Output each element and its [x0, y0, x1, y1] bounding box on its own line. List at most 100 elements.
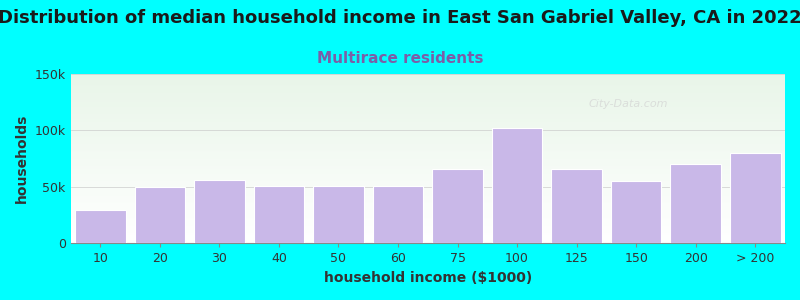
Bar: [70, 213, 785, 214]
Bar: [70, 93, 785, 94]
Bar: [70, 215, 785, 216]
Bar: [70, 209, 785, 210]
Bar: [70, 192, 785, 193]
Bar: [70, 217, 785, 218]
Bar: [70, 236, 785, 237]
Bar: [70, 197, 785, 198]
Bar: [70, 115, 785, 116]
Bar: [70, 148, 785, 149]
Bar: [70, 86, 785, 87]
Bar: [70, 208, 785, 209]
Bar: [70, 104, 785, 105]
X-axis label: household income ($1000): household income ($1000): [324, 271, 532, 285]
Bar: [70, 214, 785, 215]
Bar: [70, 76, 785, 77]
Bar: [70, 225, 785, 226]
Bar: [70, 133, 785, 134]
Bar: [70, 170, 785, 171]
Bar: [70, 118, 785, 119]
Bar: [70, 212, 785, 213]
Bar: [70, 95, 785, 96]
Bar: [70, 88, 785, 89]
Bar: [70, 231, 785, 232]
Bar: [70, 227, 785, 228]
Bar: [134, 187, 185, 243]
Bar: [70, 90, 785, 91]
Bar: [70, 87, 785, 88]
Bar: [70, 142, 785, 143]
Bar: [70, 239, 785, 240]
Bar: [70, 211, 785, 212]
Bar: [70, 113, 785, 114]
Bar: [70, 203, 785, 204]
Bar: [70, 150, 785, 151]
Bar: [70, 168, 785, 169]
Bar: [70, 99, 785, 100]
Bar: [70, 242, 785, 243]
Bar: [70, 109, 785, 110]
Bar: [70, 102, 785, 103]
Bar: [70, 155, 785, 156]
Bar: [70, 138, 785, 139]
Bar: [70, 78, 785, 79]
Bar: [70, 75, 785, 76]
Bar: [70, 196, 785, 197]
Bar: [70, 230, 785, 231]
Bar: [70, 204, 785, 205]
Bar: [70, 223, 785, 224]
Bar: [70, 218, 785, 219]
Bar: [70, 195, 785, 196]
Bar: [70, 106, 785, 107]
Bar: [70, 190, 785, 191]
Bar: [70, 186, 785, 187]
Bar: [70, 154, 785, 155]
Bar: [70, 216, 785, 217]
Bar: [373, 186, 423, 243]
Bar: [70, 126, 785, 127]
Bar: [70, 123, 785, 124]
Bar: [70, 120, 785, 121]
Bar: [70, 193, 785, 194]
Bar: [492, 128, 542, 243]
Bar: [70, 206, 785, 207]
Bar: [70, 199, 785, 200]
Bar: [70, 222, 785, 223]
Text: City-Data.com: City-Data.com: [588, 100, 667, 110]
Bar: [70, 158, 785, 159]
Bar: [611, 181, 662, 243]
Bar: [313, 186, 364, 243]
Bar: [70, 107, 785, 108]
Bar: [70, 207, 785, 208]
Bar: [70, 128, 785, 129]
Bar: [70, 122, 785, 123]
Bar: [70, 121, 785, 122]
Bar: [70, 235, 785, 236]
Bar: [70, 181, 785, 182]
Bar: [75, 209, 126, 243]
Bar: [70, 89, 785, 90]
Bar: [70, 141, 785, 142]
Bar: [70, 82, 785, 83]
Bar: [70, 205, 785, 206]
Bar: [70, 139, 785, 140]
Bar: [70, 228, 785, 229]
Bar: [70, 173, 785, 174]
Bar: [70, 98, 785, 99]
Bar: [70, 160, 785, 161]
Text: Distribution of median household income in East San Gabriel Valley, CA in 2022: Distribution of median household income …: [0, 9, 800, 27]
Bar: [70, 85, 785, 86]
Bar: [70, 84, 785, 85]
Bar: [70, 182, 785, 183]
Bar: [70, 112, 785, 113]
Bar: [70, 124, 785, 125]
Bar: [70, 146, 785, 147]
Bar: [70, 149, 785, 150]
Bar: [70, 100, 785, 101]
Bar: [70, 187, 785, 188]
Bar: [70, 183, 785, 184]
Bar: [70, 147, 785, 148]
Bar: [432, 169, 483, 243]
Bar: [730, 153, 781, 243]
Bar: [70, 169, 785, 170]
Bar: [70, 135, 785, 136]
